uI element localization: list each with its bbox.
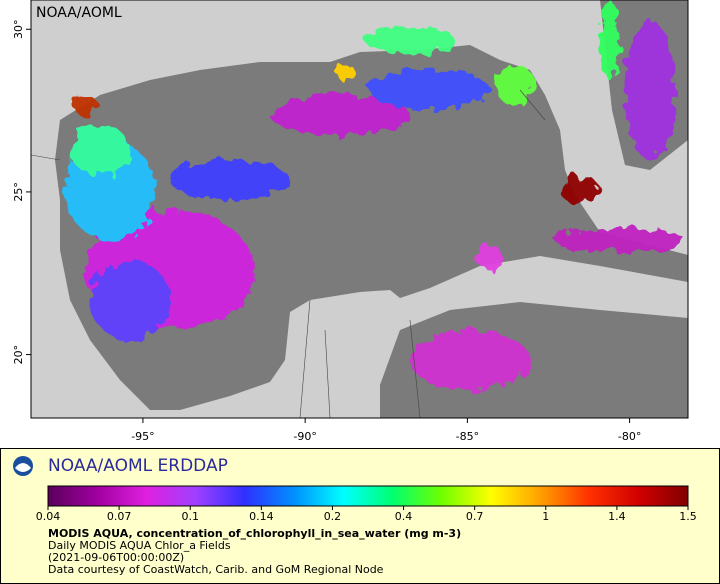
x-tick-label: -80° (618, 430, 641, 443)
colorbar-tick-label: 0.1 (181, 510, 199, 523)
chl-patch (476, 246, 504, 270)
y-tick-label: 25° (12, 182, 25, 202)
chl-patch (370, 70, 490, 110)
colorbar-tick-label: 1.4 (608, 510, 626, 523)
legend-panel (0, 448, 720, 584)
colorbar (47, 485, 689, 507)
chl-patch (270, 95, 410, 135)
brand: NOAA/AOML ERDDAP (48, 456, 228, 476)
y-tick-label: 30° (12, 20, 25, 40)
colorbar-tick-label: 1 (542, 510, 549, 523)
chl-patch (73, 95, 97, 115)
noaa-logo-bird (15, 463, 31, 472)
colorbar-tick-label: 0.14 (249, 510, 274, 523)
colorbar-tick-label: 1.5 (679, 510, 697, 523)
map-watermark: NOAA/AOML (36, 5, 122, 21)
map-area: NOAA/AOML (31, 0, 688, 418)
legend-title: MODIS AQUA, concentration_of_chlorophyll… (48, 527, 461, 540)
chl-patch (625, 20, 675, 160)
legend-line: Daily MODIS AQUA Chlor_a Fields (48, 539, 231, 552)
y-tick-label: 20° (12, 345, 25, 365)
legend-line: Data courtesy of CoastWatch, Carib. and … (48, 563, 384, 576)
chl-patch (560, 176, 600, 204)
chl-patch (365, 26, 455, 54)
chlorophyll-field (65, 0, 685, 390)
colorbar-tick-label: 0.07 (107, 510, 132, 523)
chl-patch (335, 64, 355, 80)
chl-patch (410, 330, 530, 390)
x-tick-label: -85° (456, 430, 479, 443)
colorbar-tick-label: 0.2 (324, 510, 342, 523)
legend-line: (2021-09-06T00:00:00Z) (48, 551, 184, 564)
x-tick-label: -95° (131, 430, 154, 443)
chl-patch (600, 0, 620, 80)
chl-patch (90, 260, 170, 340)
chl-patch (70, 125, 130, 175)
colorbar-tick-label: 0.4 (395, 510, 413, 523)
colorbar-tick-label: 0.7 (466, 510, 484, 523)
border-line (31, 89, 546, 418)
chl-patch (495, 65, 535, 105)
chl-patch (555, 228, 685, 252)
map-frame (30, 0, 689, 419)
chl-patch (170, 160, 290, 200)
colorbar-tick-label: 0.04 (36, 510, 61, 523)
x-tick-label: -90° (293, 430, 316, 443)
